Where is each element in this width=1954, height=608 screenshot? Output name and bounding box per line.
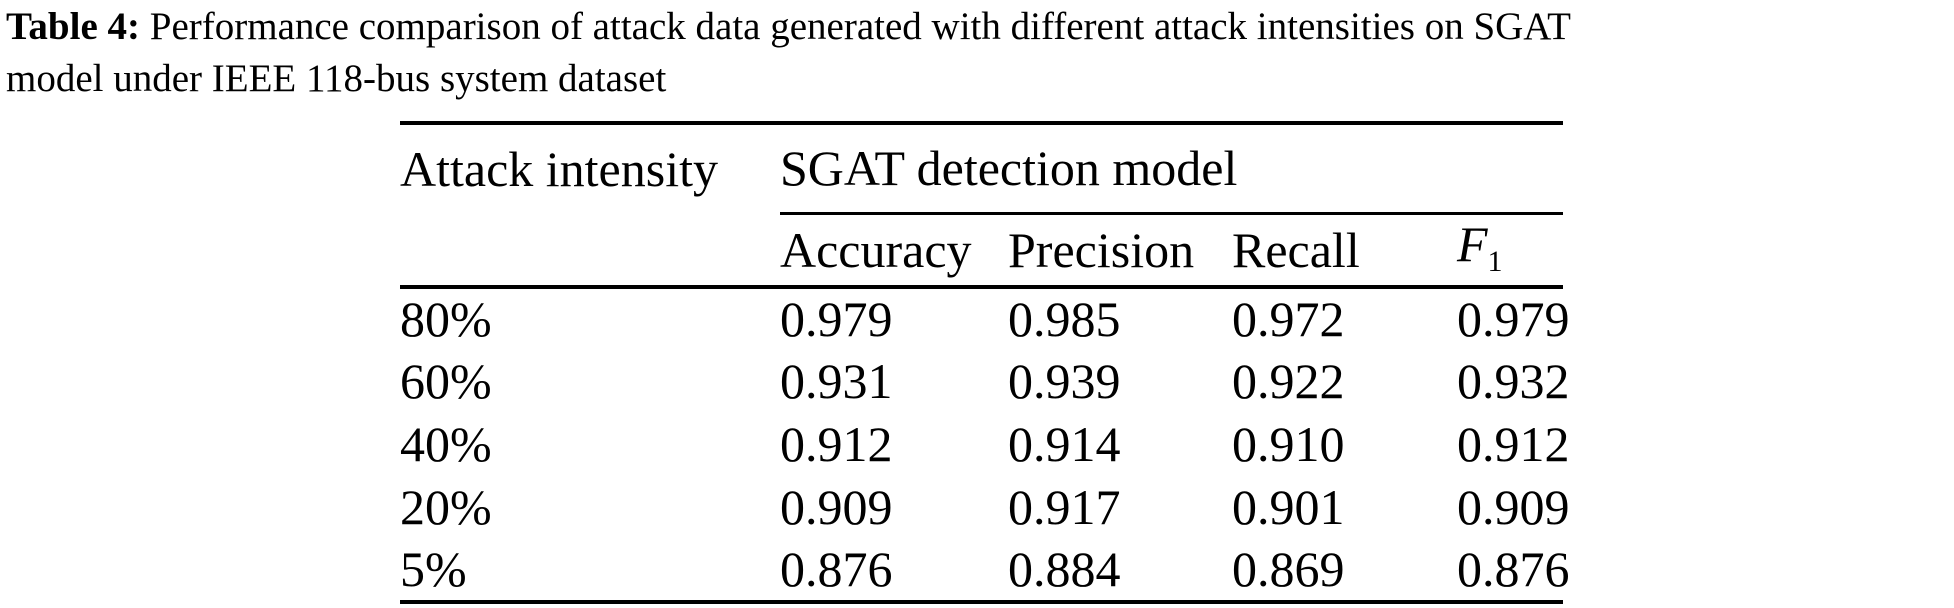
cell-accuracy: 0.909 xyxy=(780,479,893,535)
cell-precision: 0.914 xyxy=(1008,416,1121,472)
table-row: 80% 0.979 0.985 0.972 0.979 xyxy=(400,287,1570,350)
caption-label: Table 4: xyxy=(6,5,141,48)
header-empty-cell xyxy=(400,213,780,289)
f1-symbol: F xyxy=(1457,215,1488,272)
header-row-metrics: Accuracy Precision Recall F1 xyxy=(400,213,1564,289)
cell-precision: 0.939 xyxy=(1008,353,1121,409)
cell-f1: 0.876 xyxy=(1457,541,1570,597)
cell-precision: 0.884 xyxy=(1008,541,1121,597)
cell-intensity: 40% xyxy=(400,416,492,472)
header-accuracy: Accuracy xyxy=(780,213,1008,289)
header-group-sgat-model: SGAT detection model xyxy=(780,123,1564,215)
cell-f1: 0.912 xyxy=(1457,416,1570,472)
cell-intensity: 20% xyxy=(400,479,492,535)
table-row: 60% 0.931 0.939 0.922 0.932 xyxy=(400,350,1570,413)
header-recall: Recall xyxy=(1232,213,1457,289)
header-f1: F1 xyxy=(1457,213,1564,289)
cell-f1: 0.932 xyxy=(1457,353,1570,409)
header-row-group: Attack intensity SGAT detection model xyxy=(400,123,1564,215)
cell-intensity: 5% xyxy=(400,541,467,597)
table-row: 20% 0.909 0.917 0.901 0.909 xyxy=(400,476,1570,539)
caption-line1: Performance comparison of attack data ge… xyxy=(149,5,1571,48)
cell-accuracy: 0.912 xyxy=(780,416,893,472)
cell-precision: 0.985 xyxy=(1008,291,1121,347)
cell-accuracy: 0.876 xyxy=(780,541,893,597)
table-row: 5% 0.876 0.884 0.869 0.876 xyxy=(400,539,1570,602)
performance-table: Attack intensity SGAT detection model Ac… xyxy=(400,121,1570,604)
cell-accuracy: 0.931 xyxy=(780,353,893,409)
caption-line2: model under IEEE 118-bus system dataset xyxy=(6,57,667,100)
f1-subscript: 1 xyxy=(1487,244,1503,278)
cell-precision: 0.917 xyxy=(1008,479,1121,535)
table-caption: Table 4: Performance comparison of attac… xyxy=(6,1,1954,105)
cell-accuracy: 0.979 xyxy=(780,291,893,347)
cell-recall: 0.901 xyxy=(1232,479,1345,535)
header-precision: Precision xyxy=(1008,213,1232,289)
cell-intensity: 60% xyxy=(400,353,492,409)
cell-recall: 0.869 xyxy=(1232,541,1345,597)
table-row: 40% 0.912 0.914 0.910 0.912 xyxy=(400,413,1570,476)
cell-intensity: 80% xyxy=(400,291,492,347)
cell-recall: 0.922 xyxy=(1232,353,1345,409)
cell-f1: 0.979 xyxy=(1457,291,1570,347)
cell-f1: 0.909 xyxy=(1457,479,1570,535)
header-attack-intensity: Attack intensity xyxy=(400,141,718,197)
cell-recall: 0.910 xyxy=(1232,416,1345,472)
cell-recall: 0.972 xyxy=(1232,291,1345,347)
